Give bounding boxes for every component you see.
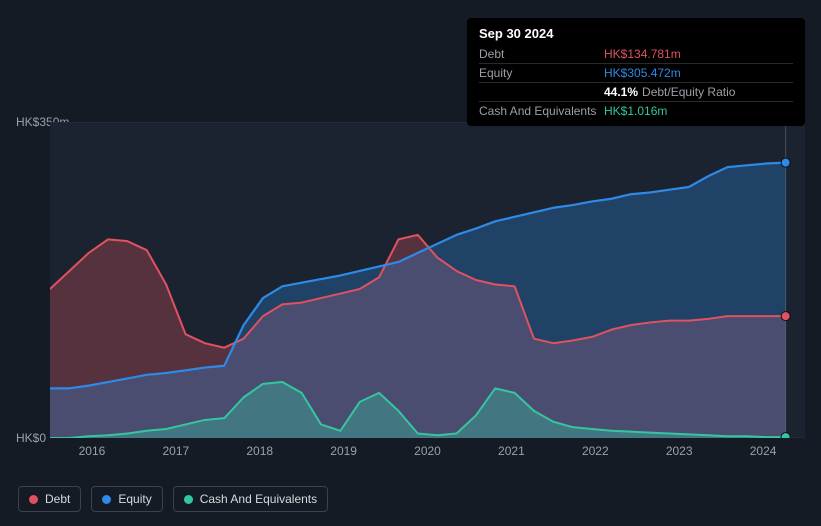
tooltip-row-label xyxy=(479,85,604,99)
tooltip-row-value: HK$134.781m xyxy=(604,47,681,61)
legend-dot-icon xyxy=(102,495,111,504)
x-axis-tick: 2019 xyxy=(302,444,386,458)
tooltip-ratio-pct: 44.1% xyxy=(604,85,638,99)
tooltip-date: Sep 30 2024 xyxy=(479,26,793,41)
tooltip-ratio-text: Debt/Equity Ratio xyxy=(642,85,735,99)
x-axis-tick: 2018 xyxy=(218,444,302,458)
legend-item[interactable]: Equity xyxy=(91,486,162,512)
tooltip-row-label: Equity xyxy=(479,66,604,80)
x-axis: 201620172018201920202021202220232024 xyxy=(50,444,805,458)
chart-legend: Debt Equity Cash And Equivalents xyxy=(18,486,328,512)
x-axis-tick: 2022 xyxy=(553,444,637,458)
tooltip-debt-equity-ratio: 44.1% Debt/Equity Ratio xyxy=(604,85,735,99)
chart-tooltip: Sep 30 2024 DebtHK$134.781mEquityHK$305.… xyxy=(467,18,805,126)
y-axis-label-min: HK$0 xyxy=(16,431,46,445)
legend-label: Debt xyxy=(45,492,70,506)
tooltip-row: EquityHK$305.472m xyxy=(479,63,793,82)
tooltip-row-label: Debt xyxy=(479,47,604,61)
legend-label: Equity xyxy=(118,492,151,506)
tooltip-row-value: HK$1.016m xyxy=(604,104,667,118)
debt-equity-chart: HK$350m HK$0 201620172018201920202021202… xyxy=(16,122,805,480)
legend-dot-icon xyxy=(29,495,38,504)
x-axis-tick: 2020 xyxy=(386,444,470,458)
legend-dot-icon xyxy=(184,495,193,504)
chart-plot-area[interactable] xyxy=(50,122,805,438)
x-axis-tick: 2021 xyxy=(469,444,553,458)
tooltip-row: DebtHK$134.781m xyxy=(479,45,793,63)
tooltip-row: Cash And EquivalentsHK$1.016m xyxy=(479,101,793,120)
tooltip-row-value: HK$305.472m xyxy=(604,66,681,80)
legend-item[interactable]: Cash And Equivalents xyxy=(173,486,328,512)
legend-item[interactable]: Debt xyxy=(18,486,81,512)
x-axis-tick: 2023 xyxy=(637,444,721,458)
x-axis-tick: 2024 xyxy=(721,444,805,458)
x-axis-tick: 2017 xyxy=(134,444,218,458)
tooltip-row-label: Cash And Equivalents xyxy=(479,104,604,118)
x-axis-tick: 2016 xyxy=(50,444,134,458)
tooltip-row: 44.1% Debt/Equity Ratio xyxy=(479,82,793,101)
legend-label: Cash And Equivalents xyxy=(200,492,317,506)
